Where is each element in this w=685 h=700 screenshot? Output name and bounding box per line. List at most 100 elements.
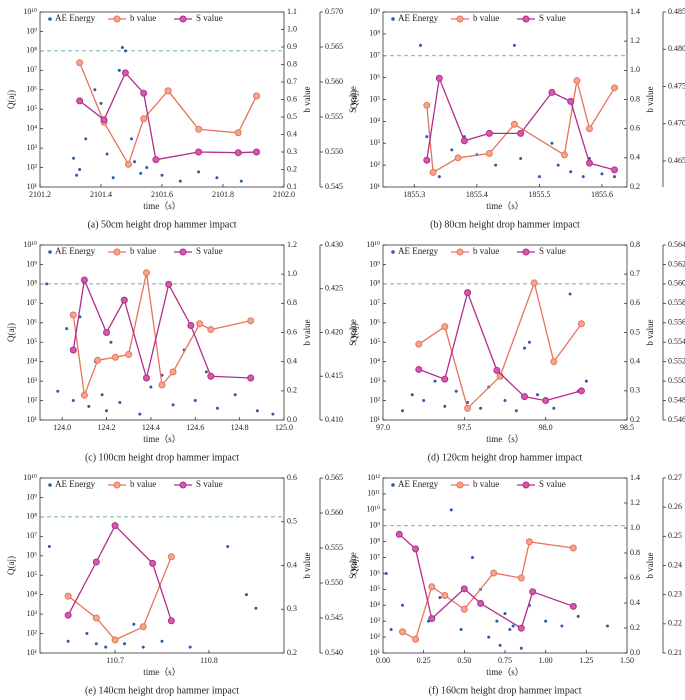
y-tick-label: 10⁸	[369, 536, 380, 545]
x-axis-label: time（s）	[143, 667, 181, 677]
y3-tick-label: 0.410	[325, 415, 343, 424]
series-marker	[187, 322, 195, 329]
y2-tick-label: 0.4	[630, 356, 640, 365]
ae-point	[197, 170, 201, 174]
y3-tick-label: 0.550	[325, 578, 343, 587]
x-axis-label: time（s）	[143, 201, 181, 211]
ae-point	[419, 43, 423, 47]
y-tick-label: 10³	[370, 376, 381, 385]
legend-label: b value	[473, 479, 499, 489]
ae-point	[65, 327, 69, 331]
y-tick-label: 10⁹	[26, 26, 37, 35]
legend-swatch	[48, 250, 52, 254]
ae-point	[139, 171, 143, 175]
y-tick-label: 10⁹	[369, 259, 380, 268]
series-marker	[165, 280, 173, 288]
series-marker	[525, 538, 533, 546]
series-marker	[428, 615, 436, 623]
y2-tick-label: 0.6	[630, 123, 640, 132]
series-marker	[477, 599, 485, 607]
y2-tick-label: 1.0	[630, 65, 640, 74]
ae-point	[145, 166, 149, 170]
ae-point	[47, 545, 51, 549]
y-tick-label: 10³	[370, 616, 381, 625]
series-marker	[493, 366, 501, 374]
x-tick-label: 1.25	[579, 656, 593, 665]
series-marker	[610, 166, 618, 174]
series-marker	[490, 569, 498, 577]
y3-tick-label: 0.565	[325, 473, 343, 482]
series-marker	[464, 404, 472, 412]
y-tick-label: 10⁵	[26, 337, 37, 346]
legend-swatch	[456, 15, 464, 23]
caption: (e) 140cm height drop hammer impact	[85, 685, 239, 696]
y2-tick-label: 0.4	[287, 560, 297, 569]
y2-tick-label: 0.6	[287, 473, 297, 482]
ae-point	[215, 176, 219, 180]
ae-point	[514, 409, 518, 413]
series-marker	[247, 374, 255, 382]
ae-point	[45, 282, 49, 286]
series-marker	[454, 154, 462, 162]
y-tick-label: 10¹⁰	[366, 505, 380, 514]
legend-label: S value	[539, 246, 566, 256]
ae-point	[239, 179, 243, 183]
series-marker	[64, 592, 72, 600]
y2-tick-label: 0.5	[630, 327, 640, 336]
ae-point	[556, 163, 560, 167]
ae-point	[511, 624, 515, 628]
plot-frame	[382, 244, 628, 421]
ae-point	[454, 389, 458, 393]
y2-tick-label: 0.4	[287, 356, 297, 365]
y3-tick-label: 0.555	[325, 112, 343, 121]
series-marker	[485, 129, 493, 137]
series-marker	[399, 628, 407, 636]
ae-point	[544, 619, 548, 623]
ae-point	[560, 624, 564, 628]
x-axis-label: time（s）	[143, 434, 181, 444]
s-axis-label: S value	[348, 86, 358, 113]
ae-point	[149, 385, 153, 389]
y3-tick-label: 0.480	[668, 44, 685, 53]
series-marker	[415, 365, 423, 373]
ae-point	[178, 179, 182, 183]
series-marker	[550, 358, 558, 366]
y3-tick-label: 0.565	[325, 42, 343, 51]
series-marker	[441, 592, 449, 599]
series-marker	[111, 522, 119, 530]
series-marker	[76, 59, 84, 67]
ae-point	[233, 393, 237, 397]
series-marker	[69, 346, 77, 354]
series-marker	[560, 151, 568, 159]
ae-point	[600, 172, 604, 176]
ae-point	[133, 160, 137, 164]
series-marker	[460, 605, 468, 613]
y2-tick-label: 0.4	[287, 129, 297, 138]
series-marker	[510, 120, 518, 128]
series-line	[72, 277, 251, 381]
y-tick-label: 10¹	[370, 648, 381, 657]
series-marker	[548, 88, 556, 96]
y3-tick-label: 0.430	[325, 240, 343, 249]
y3-tick-label: 0.485	[668, 7, 685, 16]
x-tick-label: 124.0	[53, 423, 71, 432]
y2-tick-label: 1.0	[287, 24, 297, 33]
y2-axis-label: b value	[302, 319, 312, 345]
series-line	[398, 533, 574, 630]
legend-swatch	[179, 481, 187, 489]
series-marker	[207, 326, 215, 334]
series-marker	[76, 97, 84, 105]
y3-tick-label: 0.415	[325, 371, 343, 380]
y-axis-label: Q(aj)	[6, 556, 16, 575]
caption: (a) 50cm height drop hammer impact	[87, 219, 236, 230]
series-marker	[577, 320, 585, 328]
y3-tick-label: 0.24	[668, 560, 682, 569]
ae-point	[215, 406, 219, 410]
y-tick-label: 10⁹	[369, 7, 380, 16]
y3-tick-label: 0.545	[325, 613, 343, 622]
series-marker	[111, 353, 119, 361]
y2-tick-label: 0.2	[287, 386, 297, 395]
legend-label: S value	[196, 479, 223, 489]
series-marker	[395, 530, 403, 538]
